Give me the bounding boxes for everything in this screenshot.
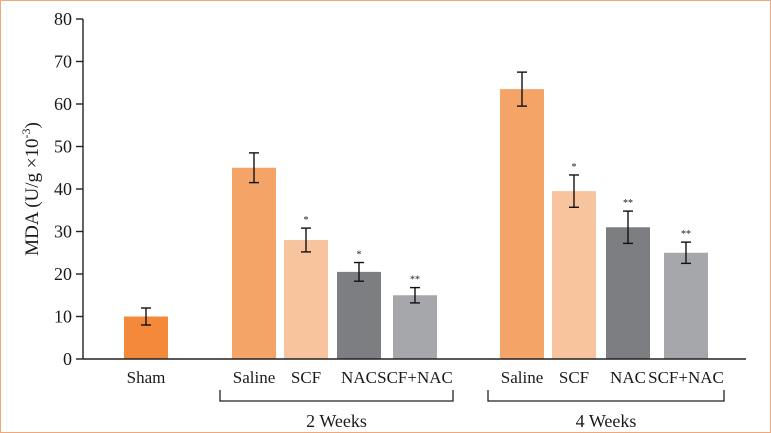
category-label: Saline [233,368,276,387]
y-tick-label: 0 [63,349,72,369]
y-tick-label: 30 [54,222,72,242]
category-label: SCF+NAC [648,368,724,387]
y-tick-label: 60 [54,94,72,114]
bar [500,89,544,359]
category-label: Sham [127,368,166,387]
significance-marker: ** [623,198,633,209]
category-label: SCF [291,368,321,387]
group-bracket [487,390,725,402]
y-axis: 0 10 20 30 40 50 60 70 80 [54,9,84,369]
significance-marker: ** [410,275,420,286]
bar [664,252,708,359]
y-axis-label: MDA (U/g ×10-3) [19,122,43,256]
category-label: NAC [341,368,377,387]
group-label: 4 Weeks [576,411,637,431]
group-bracket [219,390,454,402]
bar [284,240,328,359]
y-tick-label: 20 [54,264,72,284]
category-label: SCF [559,368,589,387]
bar [552,191,596,359]
y-tick-label: 70 [54,52,72,72]
bar [337,271,381,359]
category-label: SCF+NAC [377,368,453,387]
x-axis: Sham Saline SCF NAC SCF+NAC Saline SCF NAC SCF+N… [83,358,746,431]
y-tick-label: 80 [54,9,72,29]
bar [606,227,650,359]
category-label: Saline [501,368,544,387]
significance-marker: ** [681,229,691,240]
category-label: NAC [610,368,646,387]
y-tick-label: 10 [54,307,72,327]
bar [393,295,437,359]
significance-marker: * [572,162,577,173]
y-tick-label: 40 [54,179,72,199]
significance-marker: * [304,215,309,226]
bar [232,167,276,359]
bars: ********* [124,71,708,359]
significance-marker: * [357,250,362,261]
y-tick-label: 50 [54,137,72,157]
group-label: 2 Weeks [306,411,367,431]
